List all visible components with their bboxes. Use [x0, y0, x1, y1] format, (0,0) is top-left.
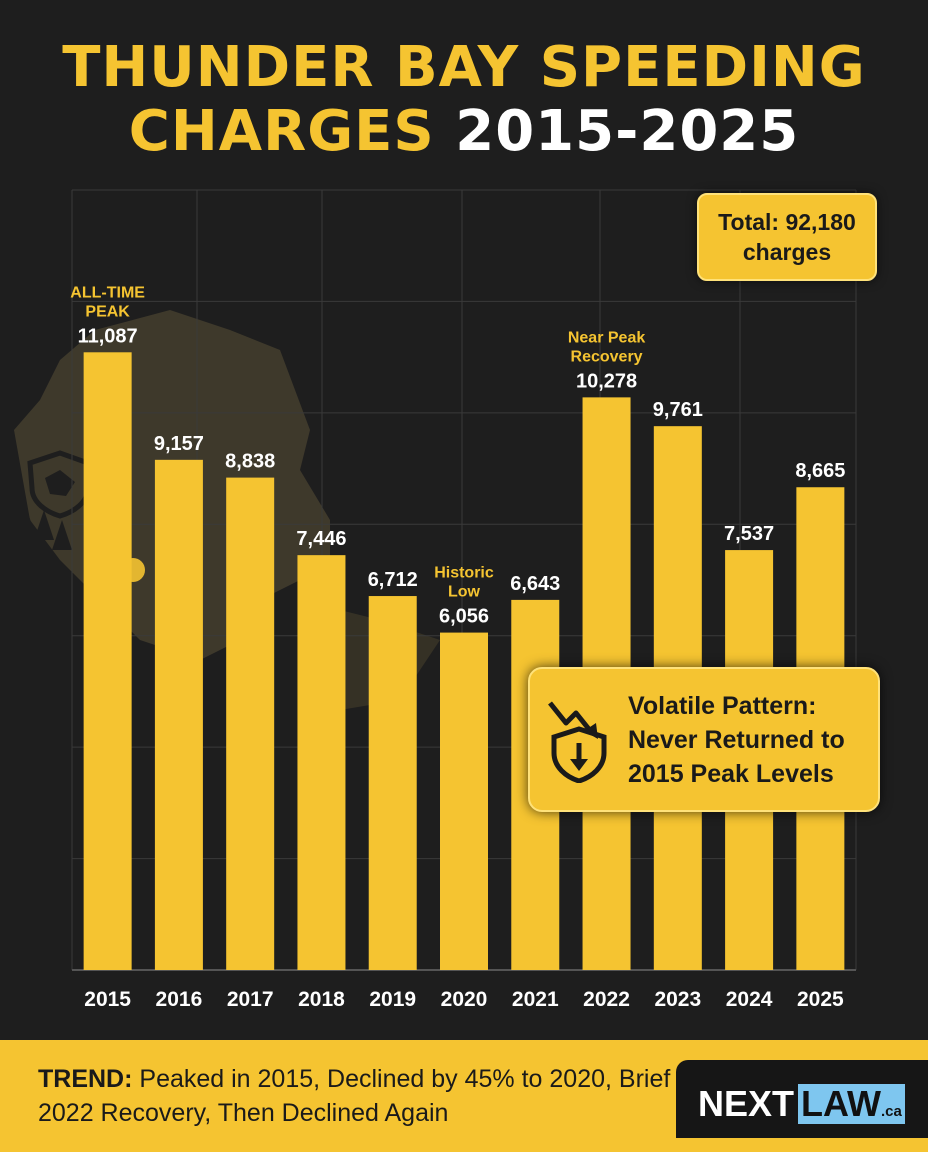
bars — [83, 352, 845, 971]
total-callout-text: Total: 92,180 charges — [718, 209, 856, 265]
title-years-text: 2015-2025 — [455, 99, 800, 164]
value-labels: 11,087 9,157 8,838 7,446 6,712 6,056 6,643 10,2… — [70, 284, 845, 627]
x-tick-label-2024: 2024 — [726, 988, 773, 1011]
value-label-2020: 6,056 — [439, 606, 489, 628]
annotation-2022-line2: Recovery — [571, 348, 643, 365]
logo-suffix: .ca — [881, 1103, 902, 1120]
value-label-2023: 9,761 — [653, 399, 703, 421]
bar-2015 — [83, 352, 132, 970]
value-label-2025: 8,665 — [795, 460, 845, 482]
title-line1-text: THUNDER BAY SPEEDING — [62, 35, 866, 100]
bar-2019 — [368, 596, 417, 970]
annotation-2022-line1: Near Peak — [568, 329, 645, 346]
shield-down-arrow-icon — [548, 701, 607, 783]
x-tick-label-2018: 2018 — [298, 988, 345, 1011]
x-tick-label-2017: 2017 — [227, 988, 274, 1011]
x-tick-label-2025: 2025 — [797, 988, 844, 1011]
annotation-2020-line1: Historic — [434, 565, 494, 582]
bar-2020 — [440, 632, 488, 970]
chart-title-line1: THUNDER BAY SPEEDING — [0, 36, 928, 100]
province-icon — [45, 470, 75, 496]
annotation-2015-line2: PEAK — [85, 303, 130, 320]
logo-next: NEXT — [698, 1083, 795, 1124]
value-label-2019: 6,712 — [368, 569, 418, 591]
pattern-callout: Volatile Pattern: Never Returned to 2015… — [528, 667, 880, 812]
value-label-2022: 10,278 — [576, 370, 637, 392]
total-callout: Total: 92,180 charges — [697, 193, 877, 281]
value-label-2024: 7,537 — [724, 523, 774, 545]
x-tick-label-2022: 2022 — [583, 988, 630, 1011]
x-tick-label-2016: 2016 — [156, 988, 203, 1011]
annotation-2020-line2: Low — [448, 584, 481, 601]
value-label-2017: 8,838 — [225, 451, 275, 473]
x-tick-label-2020: 2020 — [441, 988, 488, 1011]
tree-icon — [52, 520, 72, 550]
value-label-2015: 11,087 — [78, 325, 138, 347]
value-label-2016: 9,157 — [154, 433, 204, 455]
trend-text: TREND: Peaked in 2015, Declined by 45% t… — [38, 1062, 678, 1130]
bar-2018 — [297, 555, 346, 970]
pattern-callout-text: Volatile Pattern: Never Returned to 2015… — [628, 692, 845, 788]
value-label-2018: 7,446 — [296, 528, 346, 550]
annotation-2015-line1: ALL-TIME — [70, 284, 145, 301]
bar-2016 — [154, 459, 203, 970]
tree-icon — [12, 495, 32, 525]
trend-body: Peaked in 2015, Declined by 45% to 2020,… — [38, 1065, 671, 1127]
value-label-2021: 6,643 — [510, 573, 560, 595]
bar-chart: 11,087 9,157 8,838 7,446 6,712 6,056 6,643 10,2… — [12, 189, 857, 1011]
bar-2017 — [226, 477, 275, 970]
x-tick-label-2019: 2019 — [369, 988, 416, 1011]
x-tick-label-2021: 2021 — [512, 988, 559, 1011]
logo-law: LAW.ca — [798, 1084, 905, 1124]
chart-title-line2: CHARGES 2015-2025 — [0, 100, 928, 164]
logo-law-text: LAW — [801, 1083, 881, 1124]
nextlaw-logo: NEXT LAW.ca — [698, 1084, 905, 1124]
trend-label: TREND: — [38, 1065, 133, 1093]
tree-icon — [34, 510, 54, 540]
x-tick-label-2015: 2015 — [84, 988, 131, 1011]
title-accent-text: CHARGES — [128, 99, 435, 164]
x-tick-label-2023: 2023 — [654, 988, 701, 1011]
x-axis: 2015 2016 2017 2018 2019 2020 2021 2022 2023 2024… — [84, 988, 844, 1011]
